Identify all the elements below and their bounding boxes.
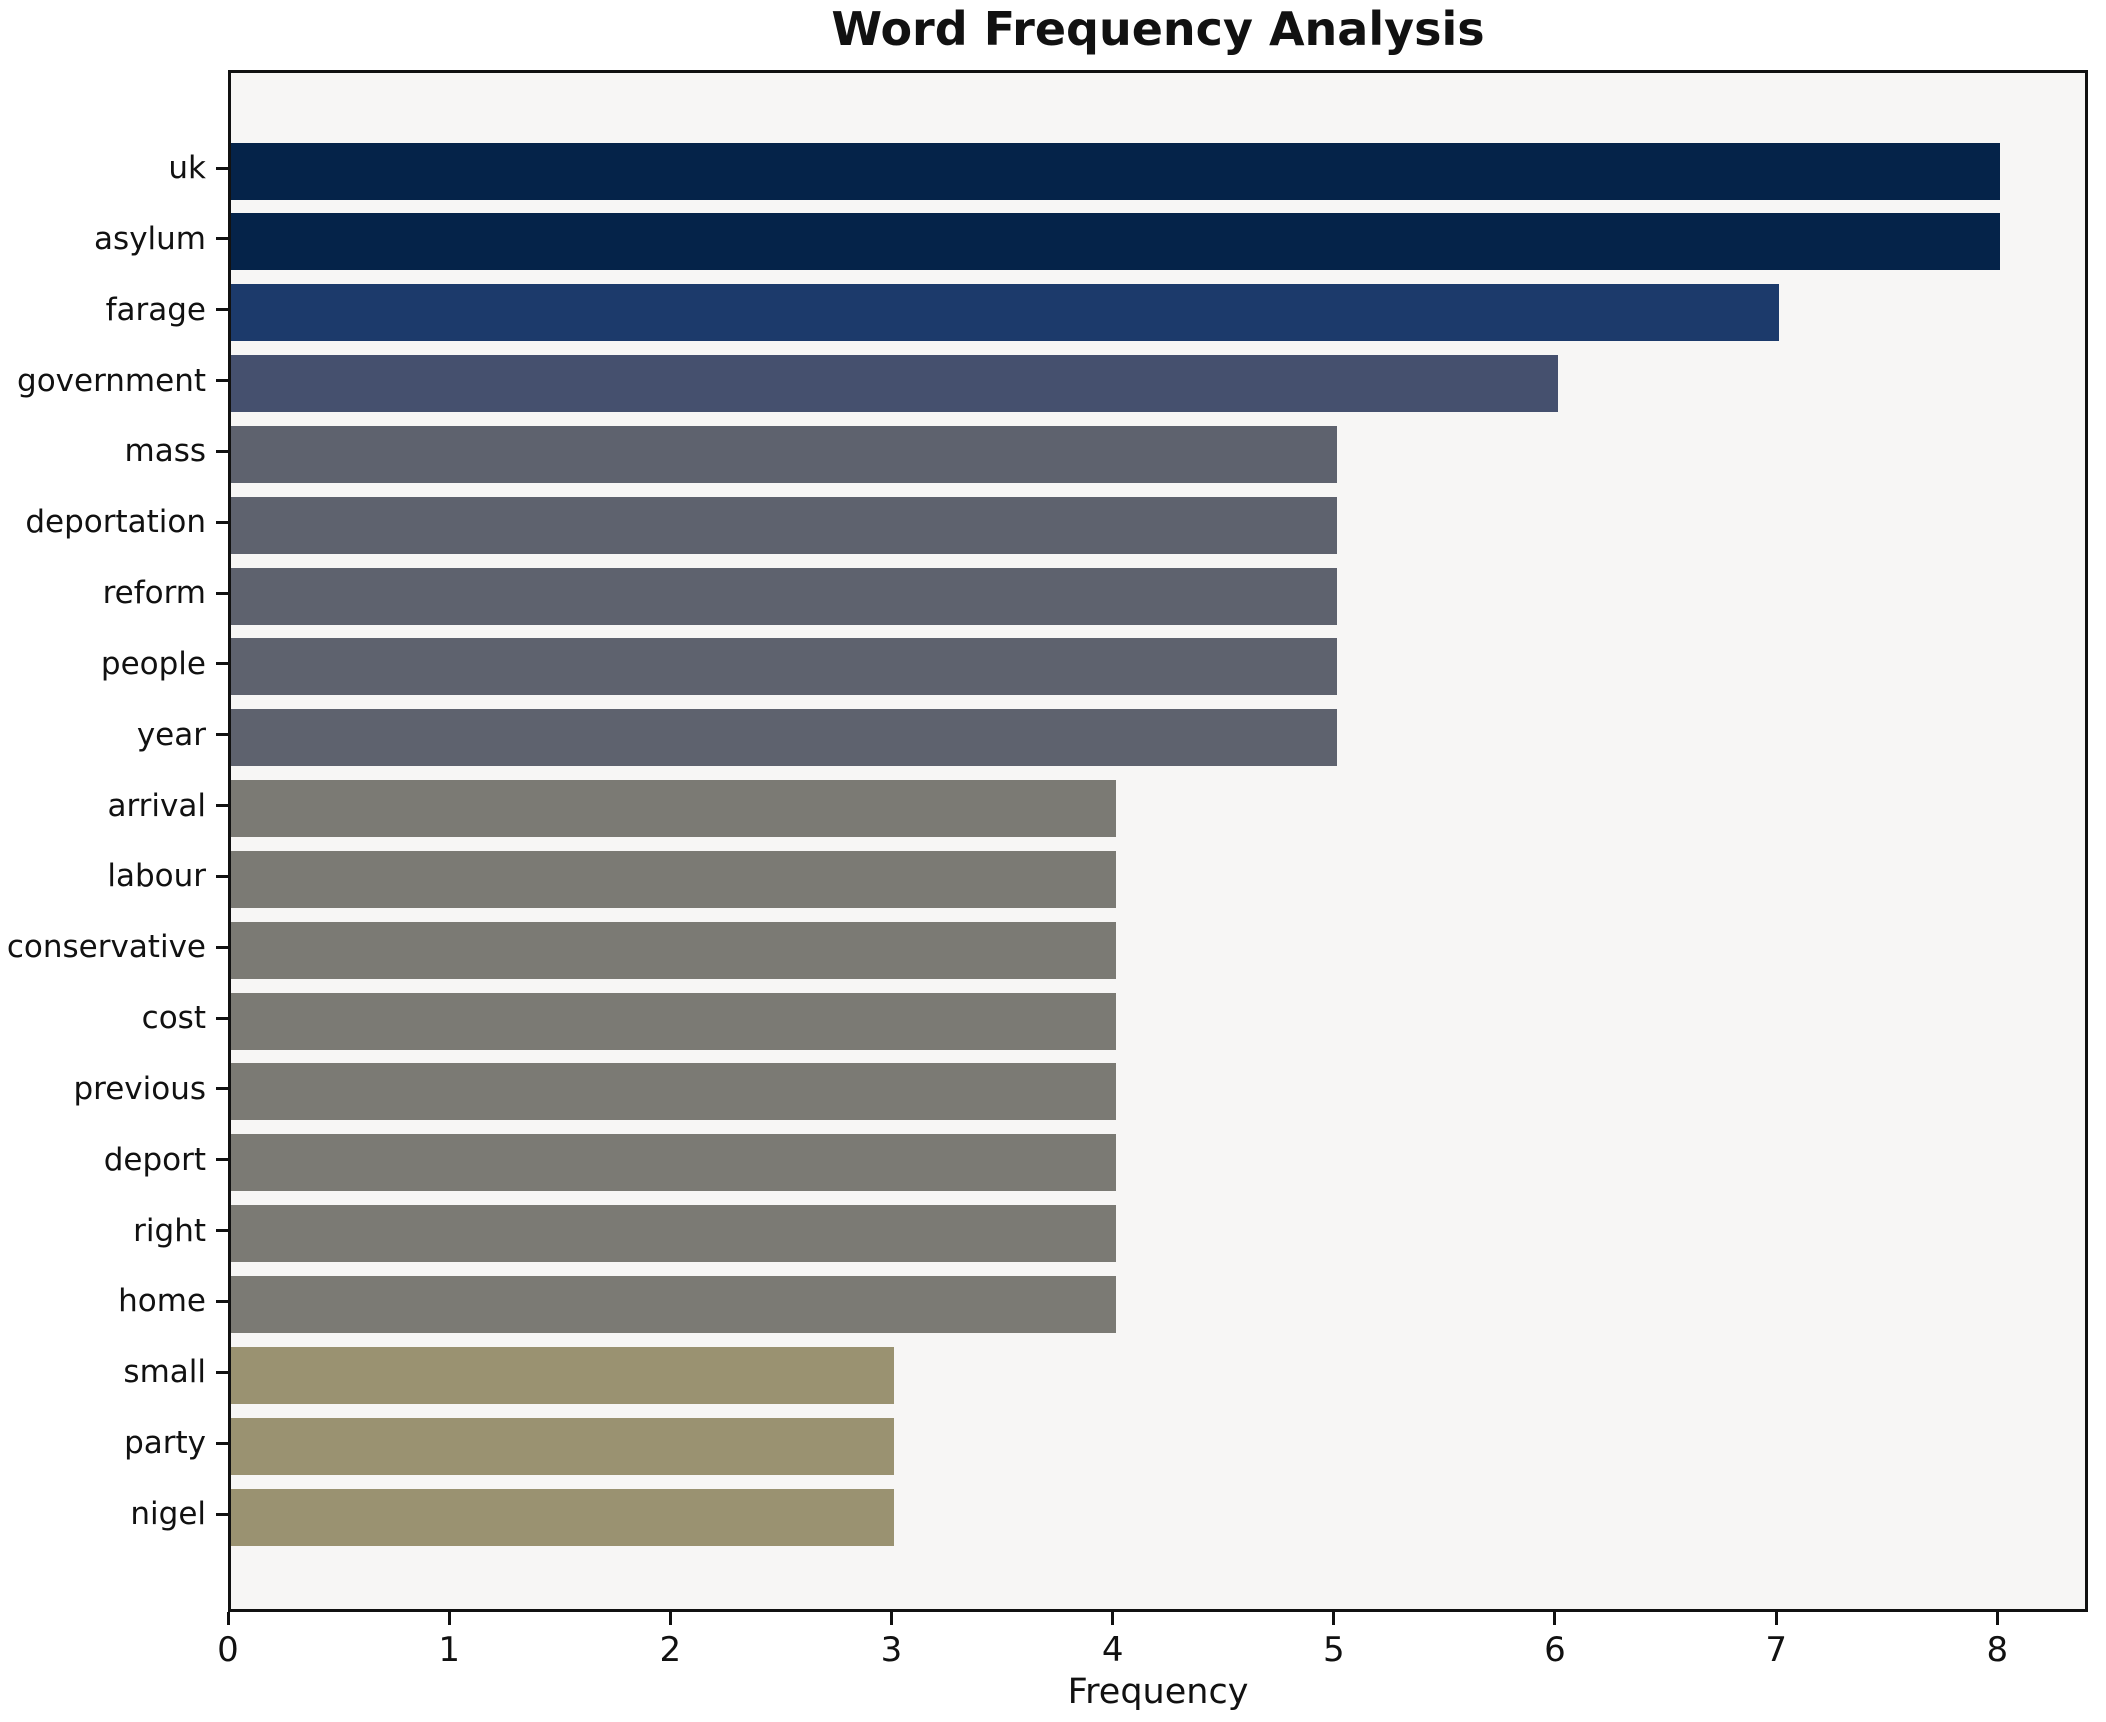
y-tick-label-people: people <box>100 645 206 682</box>
y-tick <box>216 520 228 524</box>
y-tick-label-home: home <box>118 1283 206 1320</box>
bar-previous <box>231 1063 1116 1121</box>
chart-title: Word Frequency Analysis <box>831 2 1485 56</box>
bar-mass <box>231 425 1337 483</box>
bar-government <box>231 355 1558 413</box>
x-tick-label-1: 1 <box>438 1630 460 1670</box>
x-tick-label-0: 0 <box>217 1630 239 1670</box>
y-tick-label-party: party <box>124 1425 206 1462</box>
x-tick <box>889 1612 893 1625</box>
bar-people <box>231 638 1337 696</box>
y-tick-label-uk: uk <box>168 150 206 186</box>
y-tick <box>216 1441 228 1445</box>
y-tick <box>216 591 228 595</box>
bar-asylum <box>231 213 2001 271</box>
y-tick-label-reform: reform <box>102 575 206 612</box>
y-tick-label-conservative: conservative <box>6 929 206 966</box>
x-tick <box>1774 1612 1778 1625</box>
x-tick <box>226 1612 230 1625</box>
x-tick <box>1332 1612 1336 1625</box>
y-tick-label-asylum: asylum <box>94 220 206 257</box>
y-tick <box>216 874 228 878</box>
x-tick <box>668 1612 672 1625</box>
y-tick <box>216 166 228 170</box>
bar-arrival <box>231 780 1116 838</box>
bar-labour <box>231 850 1116 908</box>
y-tick-label-small: small <box>123 1354 206 1391</box>
bar-cost <box>231 992 1116 1050</box>
bar-reform <box>231 567 1337 625</box>
y-tick-label-deportation: deportation <box>25 504 206 541</box>
x-tick <box>1553 1612 1557 1625</box>
y-tick-label-year: year <box>136 716 206 753</box>
bar-conservative <box>231 921 1116 979</box>
y-tick <box>216 308 228 312</box>
bar-nigel <box>231 1488 895 1546</box>
y-tick-label-nigel: nigel <box>130 1496 206 1532</box>
y-tick-label-government: government <box>17 362 206 399</box>
y-tick <box>216 379 228 383</box>
y-tick-label-previous: previous <box>73 1070 206 1107</box>
y-tick-label-cost: cost <box>141 1000 206 1037</box>
x-tick-label-2: 2 <box>659 1630 682 1670</box>
bar-year <box>231 709 1337 767</box>
y-tick <box>216 1158 228 1162</box>
y-tick <box>216 662 228 666</box>
y-tick <box>216 733 228 737</box>
x-tick-label-3: 3 <box>880 1630 903 1670</box>
x-tick-label-4: 4 <box>1101 1630 1124 1670</box>
x-tick-label-8: 8 <box>1986 1630 2009 1670</box>
y-tick-label-right: right <box>133 1212 206 1249</box>
y-tick <box>216 1512 228 1516</box>
y-tick-label-arrival: arrival <box>107 787 206 824</box>
x-tick <box>1111 1612 1115 1625</box>
y-tick <box>216 1229 228 1233</box>
x-tick-label-7: 7 <box>1765 1630 1787 1670</box>
y-tick <box>216 1370 228 1374</box>
bar-deportation <box>231 496 1337 554</box>
bar-uk <box>231 142 2001 200</box>
bar-farage <box>231 284 1780 342</box>
y-tick <box>216 945 228 949</box>
y-tick-label-farage: farage <box>105 291 206 328</box>
bar-right <box>231 1205 1116 1263</box>
y-tick-label-mass: mass <box>124 433 207 470</box>
x-tick <box>1995 1612 1999 1625</box>
y-tick <box>216 1299 228 1303</box>
bar-party <box>231 1417 895 1475</box>
bar-home <box>231 1275 1116 1333</box>
y-tick <box>216 1016 228 1020</box>
bar-deport <box>231 1134 1116 1192</box>
x-axis-title: Frequency <box>1067 1672 1249 1712</box>
y-tick-label-deport: deport <box>103 1141 206 1178</box>
plot-area <box>228 70 2088 1612</box>
y-tick <box>216 804 228 808</box>
x-tick <box>447 1612 451 1625</box>
y-tick <box>216 449 228 453</box>
x-tick-label-6: 6 <box>1544 1630 1566 1670</box>
x-tick-label-5: 5 <box>1322 1630 1345 1670</box>
y-tick-label-labour: labour <box>107 858 206 895</box>
y-tick <box>216 237 228 241</box>
y-tick <box>216 1087 228 1091</box>
bar-small <box>231 1346 895 1404</box>
